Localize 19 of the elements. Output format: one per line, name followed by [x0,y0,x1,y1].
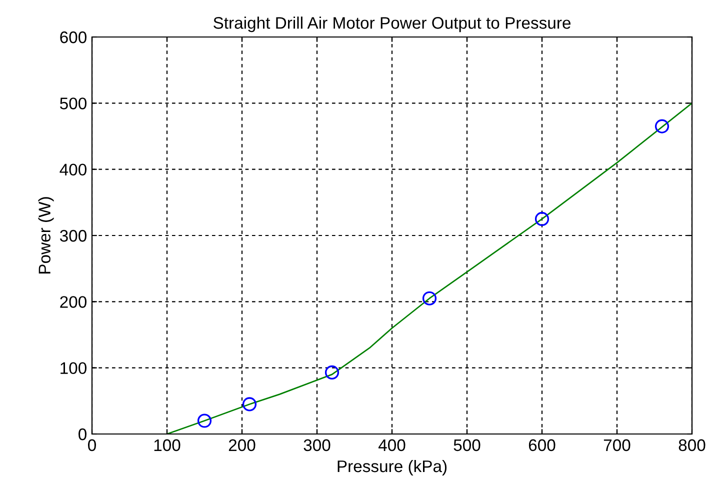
x-tick-label: 500 [454,439,480,452]
y-tick-label: 100 [60,362,86,374]
chart-title: Straight Drill Air Motor Power Output to Pressure [214,16,570,32]
x-tick-label: 600 [528,439,556,452]
x-tick-label: 400 [378,439,406,452]
x-tick-label: 800 [678,439,706,452]
y-tick-label: 500 [60,98,86,110]
x-tick-label: 700 [604,439,630,452]
x-tick-label: 300 [304,439,330,452]
y-tick-label: 600 [60,31,86,44]
y-tick-label: 300 [60,230,86,242]
x-tick-label: 100 [154,439,180,452]
y-axis-title: Power (W) [38,197,54,274]
y-tick-label: 400 [60,164,86,176]
y-tick-label: 200 [60,296,86,308]
x-axis-title: Pressure (kPa) [338,460,447,476]
x-tick-label: 200 [228,439,256,452]
x-tick-label: 0 [88,439,96,452]
y-tick-label: 0 [78,428,86,440]
